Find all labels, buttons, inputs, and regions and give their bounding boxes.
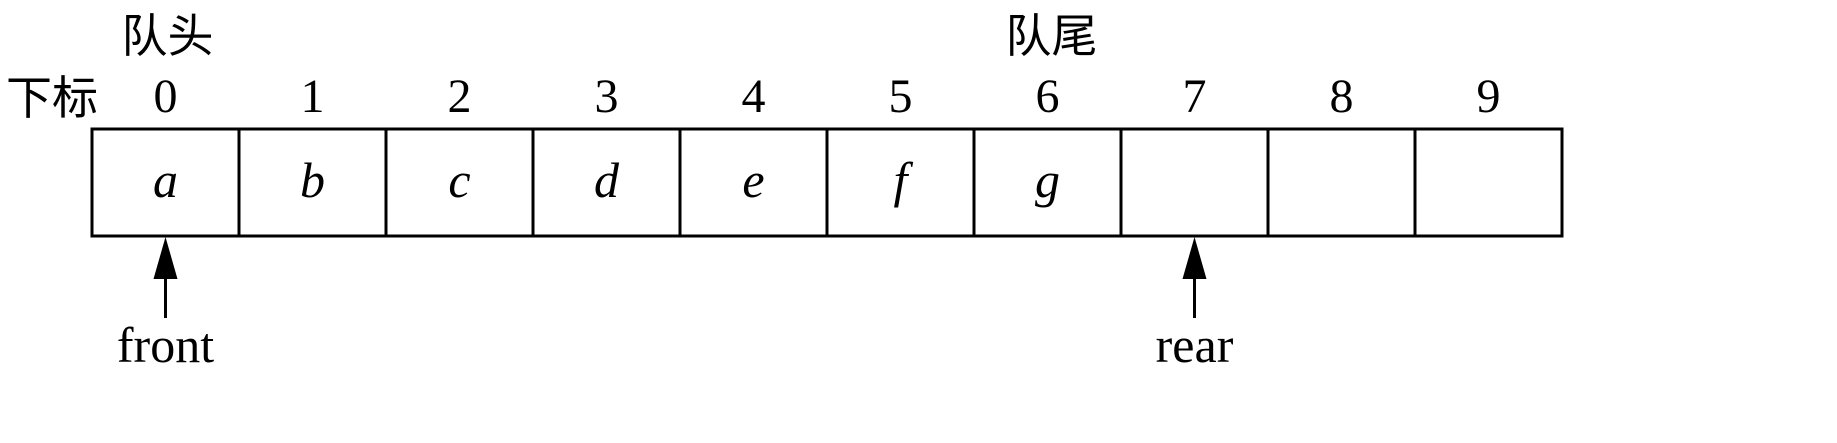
front-pointer: front (117, 237, 214, 373)
index-label-2: 2 (448, 70, 472, 123)
index-row-label: 下标 (6, 71, 98, 125)
queue-cell-value-0: a (153, 152, 178, 208)
index-label-6: 6 (1036, 70, 1060, 123)
front-label: front (117, 317, 214, 373)
index-label-5: 5 (889, 70, 913, 123)
rear-pointer: rear (1156, 237, 1234, 373)
queue-cell-8 (1266, 127, 1417, 238)
index-label-0: 0 (154, 70, 178, 123)
queue-cell-6 (972, 127, 1123, 238)
rear-label: rear (1156, 317, 1234, 373)
index-label-3: 3 (595, 70, 619, 123)
index-label-8: 8 (1330, 70, 1354, 123)
queue-tail-label: 队尾 (1006, 9, 1098, 63)
queue-cell-value-2: c (448, 152, 470, 208)
queue-cell-1 (237, 127, 388, 238)
queue-cell-value-3: d (594, 152, 620, 208)
queue-cell-value-4: e (742, 152, 764, 208)
front-arrow-head (153, 237, 178, 279)
rear-arrow-head (1182, 237, 1207, 279)
queue-cell-7 (1119, 127, 1270, 238)
queue-cell-9 (1413, 127, 1564, 238)
index-label-1: 1 (301, 70, 325, 123)
queue-pointers: front rear (117, 237, 1234, 373)
queue-cell-value-6: g (1035, 152, 1060, 208)
queue-cell-4 (678, 127, 829, 238)
index-label-4: 4 (742, 70, 766, 123)
index-row: 0 1 2 3 4 5 6 7 8 9 (154, 70, 1501, 123)
index-label-7: 7 (1183, 70, 1207, 123)
index-label-9: 9 (1477, 70, 1501, 123)
queue-head-label: 队头 (122, 9, 214, 63)
queue-cell-0 (90, 127, 241, 238)
queue-cell-2 (384, 127, 535, 238)
queue-cell-5 (825, 127, 976, 238)
queue-cell-value-1: b (300, 152, 325, 208)
